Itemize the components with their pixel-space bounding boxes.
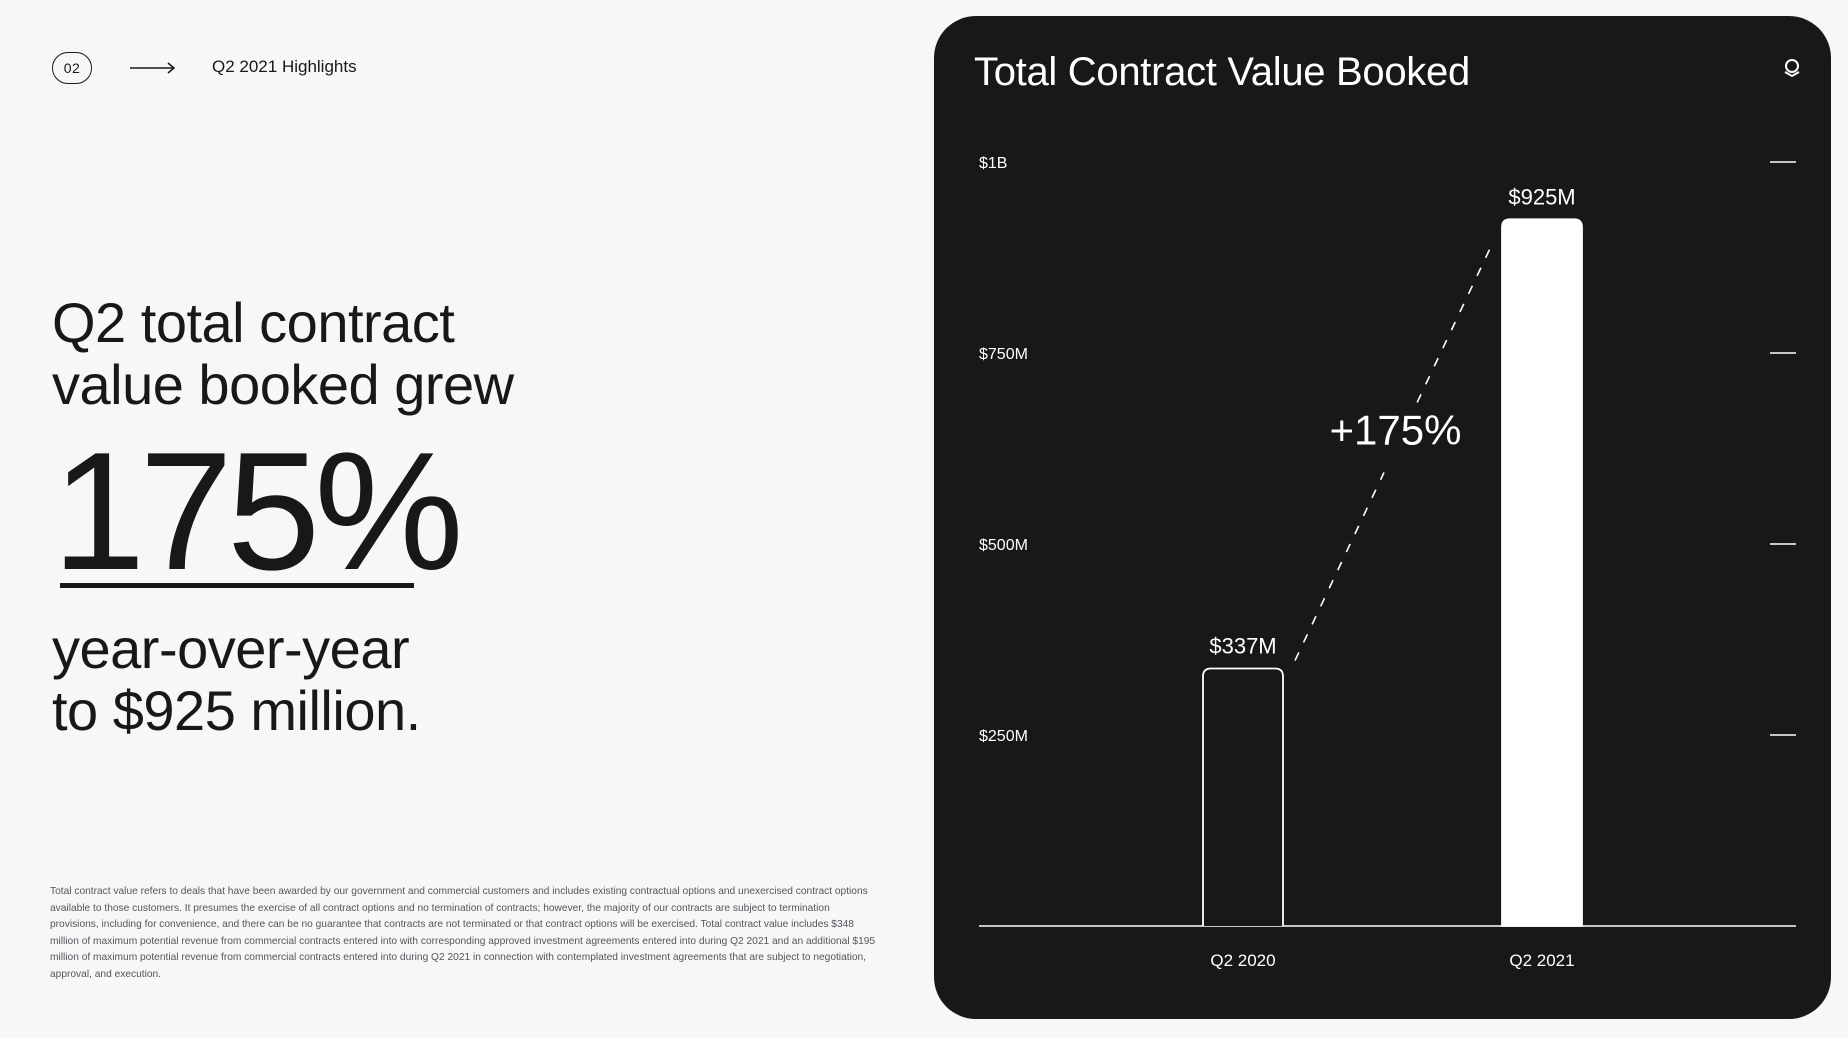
y-tick-label: $1B	[979, 155, 1007, 172]
arrow-right-icon	[130, 62, 176, 74]
page-number: 02	[63, 60, 81, 76]
x-tick-label: Q2 2021	[1509, 951, 1574, 970]
y-tick-label: $750M	[979, 346, 1028, 363]
growth-dashed-line	[1416, 243, 1493, 403]
page-number-badge: 02	[52, 52, 92, 84]
headline: Q2 total contract value booked grew	[52, 292, 612, 416]
footnote: Total contract value refers to deals tha…	[50, 886, 876, 980]
bar-value-label: $925M	[1508, 184, 1575, 209]
chart-title: Total Contract Value Booked	[974, 50, 1470, 94]
subline-line-1: year-over-year	[52, 617, 410, 680]
bar-q2-2021	[1501, 218, 1583, 927]
y-tick-label: $500M	[979, 537, 1028, 554]
bar-q2-2020	[1202, 667, 1284, 926]
growth-annotation: +175%	[1330, 406, 1462, 453]
growth-percentage: 175%	[52, 417, 464, 605]
bar-chart: $250M $500M $750M $1B $337M Q2 2020 $925M Q2 20…	[979, 155, 1796, 970]
chart-panel: $250M $500M $750M $1B $337M Q2 2020 $925M Q2 20…	[934, 16, 1831, 1019]
subline: year-over-year to $925 million.	[52, 618, 612, 742]
section-title: Q2 2021 Highlights	[212, 57, 357, 76]
subline-line-2: to $925 million.	[52, 679, 421, 742]
x-tick-label: Q2 2020	[1210, 951, 1275, 970]
y-tick-label: $250M	[979, 728, 1028, 745]
growth-underline	[60, 583, 414, 588]
palantir-logo-icon	[1784, 59, 1800, 78]
growth-dashed-line	[1294, 472, 1385, 661]
headline-line-1: Q2 total contract	[52, 291, 455, 354]
headline-line-2: value booked grew	[52, 353, 514, 416]
bar-value-label: $337M	[1209, 634, 1276, 659]
